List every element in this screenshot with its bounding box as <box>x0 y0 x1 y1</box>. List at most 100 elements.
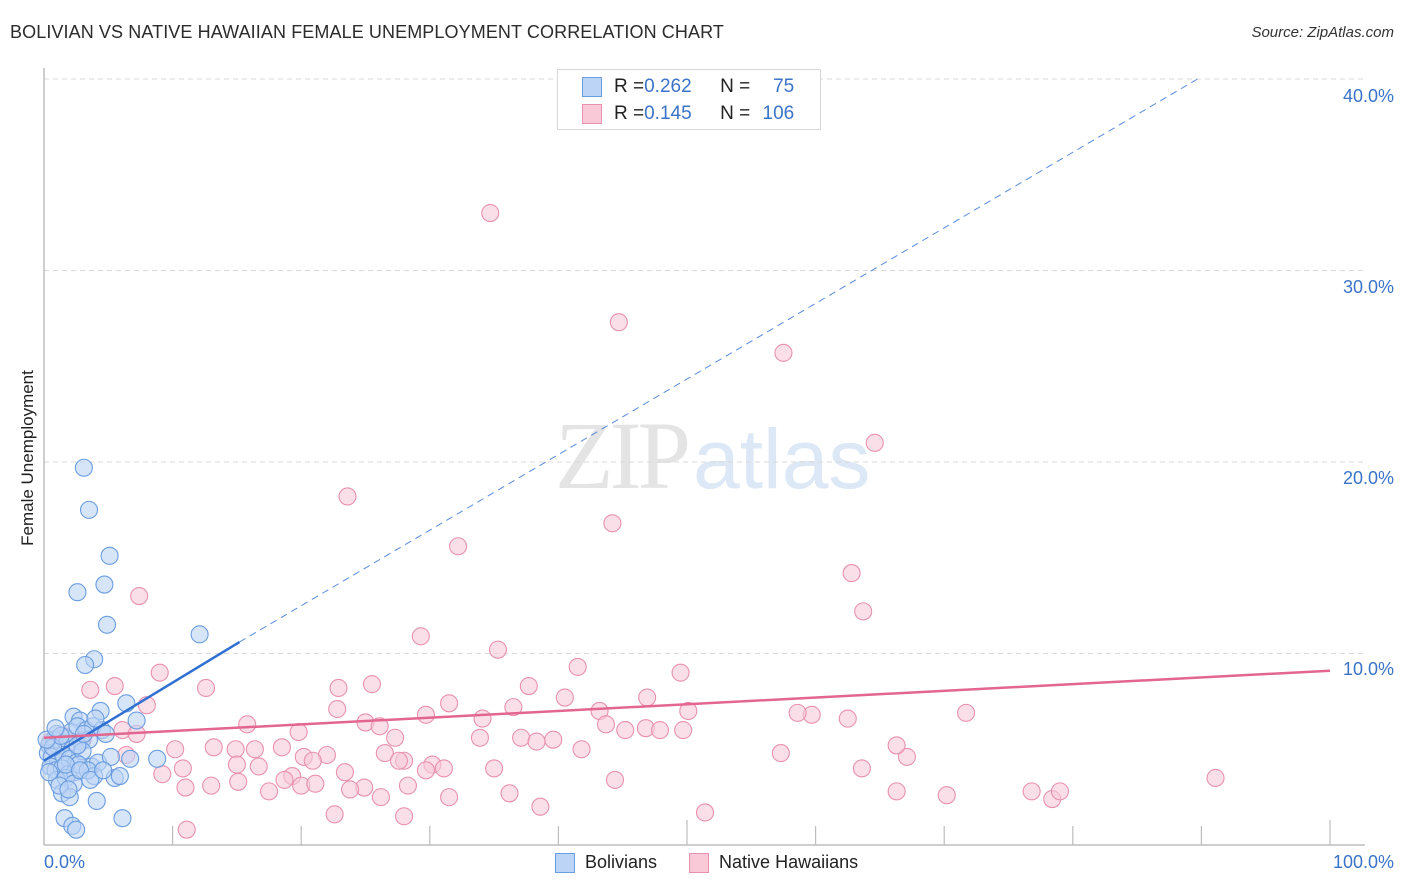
native-hawaiian-point <box>341 780 360 799</box>
native-hawaiian-point <box>671 663 690 682</box>
native-hawaiian-point <box>852 759 871 778</box>
blue-swatch-icon <box>582 77 602 97</box>
native-hawaiian-point <box>227 755 246 774</box>
native-hawaiian-point <box>449 537 468 556</box>
native-hawaiian-point <box>177 820 196 839</box>
native-hawaiian-point <box>245 740 264 759</box>
bolivian-point <box>68 583 87 602</box>
y-tick-10: 10.0% <box>1342 659 1394 679</box>
native-hawaiian-trend-line <box>43 669 1331 740</box>
native-hawaiian-point <box>1206 768 1225 788</box>
bolivian-point <box>97 615 117 634</box>
legend-row-bolivians: R = 0.262 N = 75 <box>582 75 794 99</box>
native-hawaiian-point <box>650 721 670 740</box>
bolivian-point <box>40 763 59 782</box>
native-hawaiian-point <box>130 586 149 606</box>
native-hawaiian-point <box>488 640 508 659</box>
bolivian-point <box>117 694 136 713</box>
native-hawaiian-point <box>854 602 873 621</box>
y-axis-label: Female Unemployment <box>18 370 37 546</box>
native-hawaiian-point <box>150 663 169 682</box>
native-hawaiian-point <box>603 514 622 533</box>
bolivian-point <box>94 761 113 780</box>
pink-swatch-icon <box>582 104 602 124</box>
bolivian-point <box>110 767 129 786</box>
bolivian-point <box>59 780 78 799</box>
bolivian-point <box>81 770 100 789</box>
native-hawaiian-point <box>596 715 616 734</box>
native-hawaiian-point <box>289 722 308 742</box>
bolivian-point <box>67 820 86 839</box>
native-hawaiian-point <box>335 763 354 782</box>
native-hawaiian-point <box>325 805 344 824</box>
native-hawaiian-point <box>395 807 414 826</box>
native-hawaiian-point <box>202 776 221 795</box>
native-hawaiian-point <box>568 657 587 676</box>
r-value-native-hawaiians: 0.145 <box>644 103 692 124</box>
bolivian-trend-extrapolated <box>239 78 1198 643</box>
native-hawaiian-point <box>555 688 574 707</box>
native-hawaiian-point <box>616 721 635 740</box>
native-hawaiian-point <box>153 765 172 784</box>
native-hawaiian-point <box>411 627 430 646</box>
bolivian-point <box>113 809 132 828</box>
bolivian-point <box>95 575 114 594</box>
native-hawaiian-point <box>204 738 223 757</box>
native-hawaiian-point <box>105 677 124 696</box>
native-hawaiian-point <box>303 751 322 770</box>
y-tick-20: 20.0% <box>1342 468 1394 488</box>
y-tick-40: 40.0% <box>1342 86 1394 106</box>
r-value-bolivians: 0.262 <box>644 76 692 97</box>
series-legend: Bolivians Native Hawaiians <box>555 852 890 873</box>
legend-item-bolivians[interactable]: Bolivians <box>555 852 657 873</box>
native-hawaiian-point <box>887 782 906 801</box>
native-hawaiian-point <box>957 703 976 722</box>
native-hawaiian-point <box>887 736 906 755</box>
native-hawaiian-point <box>838 709 857 728</box>
native-hawaiian-point <box>338 487 357 506</box>
n-value-native-hawaiians: 106 <box>762 103 795 124</box>
bolivian-point <box>76 655 95 675</box>
native-hawaiian-point <box>434 759 453 778</box>
native-hawaiian-point <box>572 740 591 759</box>
x-tick-100: 100.0% <box>1332 852 1394 872</box>
native-hawaiian-point <box>897 747 916 766</box>
native-hawaiian-point <box>695 803 715 822</box>
bolivian-point <box>121 749 140 768</box>
native-hawaiian-point <box>229 772 248 791</box>
native-hawaiian-point <box>519 677 538 696</box>
bolivian-point <box>190 625 209 644</box>
native-hawaiian-point <box>328 699 347 719</box>
legend-item-native-hawaiians[interactable]: Native Hawaiians <box>689 852 858 873</box>
native-hawaiian-point <box>173 759 192 778</box>
native-hawaiian-point <box>398 776 417 795</box>
native-hawaiian-point <box>176 778 195 797</box>
native-hawaiian-point <box>389 751 408 770</box>
bolivian-point <box>148 749 167 768</box>
native-hawaiian-point <box>544 730 563 749</box>
correlation-legend: R = 0.262 N = 75 R = 0.145 N = 106 <box>557 69 821 130</box>
bolivian-point <box>79 500 99 519</box>
native-hawaiian-point <box>842 564 861 583</box>
native-hawaiian-point <box>166 740 185 759</box>
native-hawaiian-point <box>371 788 390 807</box>
native-hawaiian-point <box>259 782 279 801</box>
native-hawaiian-point <box>272 738 291 757</box>
native-hawaiian-point <box>865 433 884 452</box>
native-hawaiian-point <box>386 728 405 747</box>
bolivian-point <box>46 719 65 738</box>
source-credit: Source: ZipAtlas.com <box>1251 24 1394 41</box>
native-hawaiian-point <box>306 774 325 793</box>
native-hawaiian-point <box>416 761 435 780</box>
native-hawaiian-point <box>481 204 500 223</box>
chart-title: BOLIVIAN VS NATIVE HAWAIIAN FEMALE UNEMP… <box>10 22 724 42</box>
native-hawaiian-point <box>605 770 625 789</box>
native-hawaiian-point <box>249 757 268 776</box>
bolivian-point <box>101 747 120 766</box>
bolivian-point <box>86 709 105 728</box>
native-hawaiian-point <box>1022 782 1041 801</box>
native-hawaiian-point <box>531 797 550 816</box>
native-hawaiian-point <box>937 786 956 805</box>
bolivian-trend-line <box>43 640 241 762</box>
